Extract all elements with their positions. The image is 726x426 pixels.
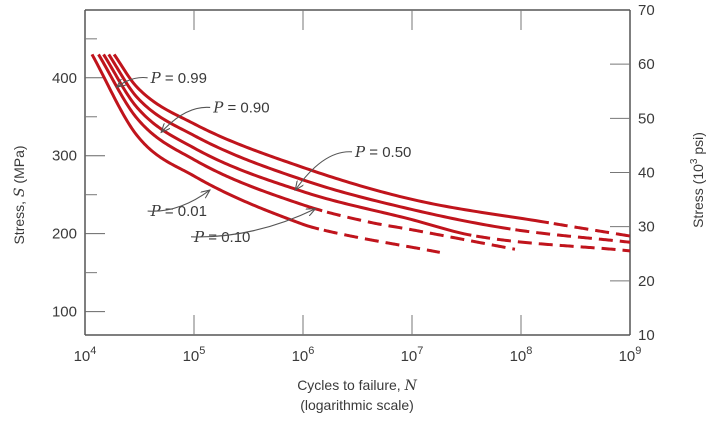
y2-tick-label: 30 (638, 219, 655, 236)
annotation-arrow (161, 106, 211, 132)
x-tick-label: 109 (619, 345, 642, 365)
series-001 (90, 53, 441, 254)
series-099 (112, 53, 631, 238)
x-tick-label: 107 (401, 345, 424, 365)
y-tick-label: 300 (52, 148, 77, 165)
series-solid-line (102, 53, 472, 237)
y-tick-label: 100 (52, 304, 77, 321)
annotation-arrow (117, 76, 148, 88)
x-axis-title: Cycles to failure, N (297, 377, 417, 394)
series-dashed-line (471, 233, 631, 253)
annotation-arrow (190, 209, 315, 238)
labels: Cycles to failure, N (logarithmic scale)… (11, 132, 706, 413)
x-tick-label: 104 (74, 345, 97, 365)
x-axis-subtitle: (logarithmic scale) (300, 397, 414, 413)
axes (84, 9, 631, 336)
y2-tick-label: 40 (638, 165, 655, 182)
series-dashed-line (510, 227, 631, 244)
y2-tick-label: 10 (638, 327, 655, 344)
annotation-label: P = 0.50 (354, 143, 411, 161)
y2-tick-label: 70 (638, 2, 655, 19)
series-dashed-line (321, 209, 516, 251)
y2-tick-label: 20 (638, 273, 655, 290)
annotation-label: P = 0.99 (150, 69, 207, 87)
ticks: 104 105 106 107 108 109 100 200 300 400 10 20 30 40 50… (52, 2, 655, 365)
annotation-arrow (295, 151, 353, 190)
annotations: P = 0.99P = 0.90P = 0.50P = 0.01P = 0.10 (117, 69, 411, 246)
series-solid-line (97, 53, 323, 213)
y2-tick-label: 60 (638, 56, 655, 73)
y-tick-label: 400 (52, 70, 77, 87)
x-tick-label: 106 (292, 345, 315, 365)
series-layer (90, 53, 631, 254)
series-solid-line (90, 53, 320, 231)
series-solid-line (107, 53, 511, 231)
y-tick-label: 200 (52, 226, 77, 243)
x-tick-label: 108 (510, 345, 533, 365)
series-010 (97, 53, 516, 251)
annotation-label: P = 0.90 (212, 98, 269, 116)
x-tick-label: 105 (183, 345, 206, 365)
y2-tick-label: 50 (638, 110, 655, 127)
series-090 (107, 53, 631, 244)
y2-axis-title: Stress (103 psi) (689, 132, 706, 228)
series-dashed-line (548, 221, 631, 238)
annotation-arrow (147, 190, 210, 212)
y-axis-title: Stress, S (MPa) (11, 145, 28, 244)
series-050 (102, 53, 631, 253)
series-solid-line (112, 53, 550, 225)
series-dashed-line (318, 227, 441, 254)
